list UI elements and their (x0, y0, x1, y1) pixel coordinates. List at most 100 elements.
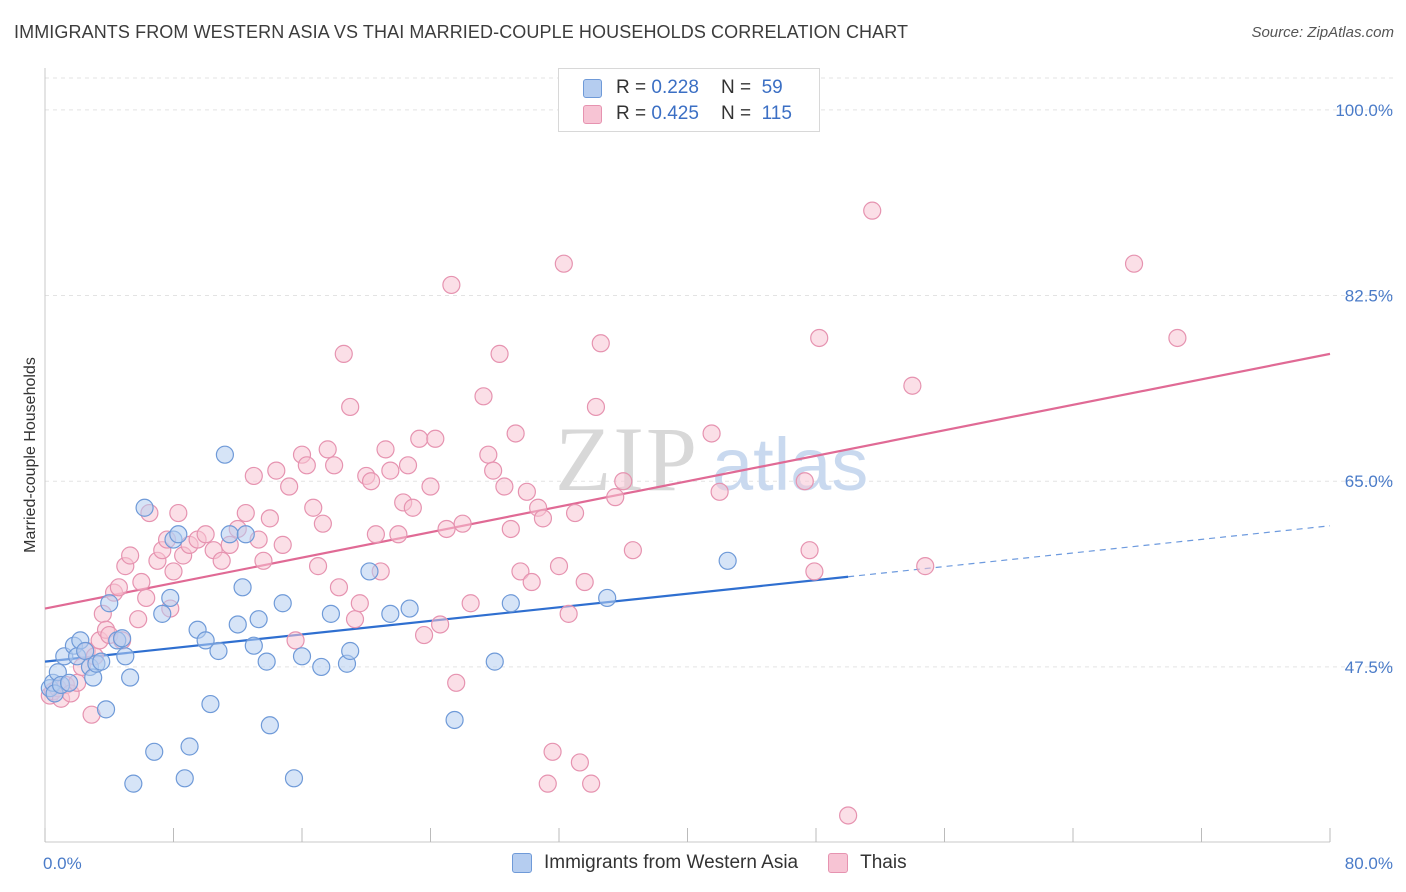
thais-point (582, 774, 601, 793)
thais-point (442, 275, 461, 295)
thais-point (421, 477, 440, 496)
western-asia-point (175, 769, 194, 788)
western-asia-point (96, 700, 116, 719)
legend-n-value: 59 (761, 77, 783, 98)
western-asia-point (228, 615, 247, 634)
thais-point (280, 477, 299, 496)
western-asia-point (145, 742, 164, 761)
western-asia-point (121, 668, 140, 687)
thais-point (565, 503, 585, 523)
thais-point (511, 562, 530, 581)
thais-point (517, 482, 536, 501)
thais-point (810, 328, 829, 348)
thais-point (575, 572, 594, 592)
thais-point (839, 806, 858, 825)
legend-row-western-asia: R = 0.228 N = 59 (583, 76, 783, 100)
thais-point (376, 440, 395, 459)
thais-point (273, 535, 292, 554)
western-asia-point (321, 604, 341, 623)
thais-point (559, 604, 578, 623)
series-legend: Immigrants from Western Asia Thais (512, 852, 937, 874)
axes (44, 68, 1331, 843)
thais-point (437, 519, 456, 539)
thais-point (236, 503, 255, 523)
source-label: Source: ZipAtlas.com (1251, 24, 1394, 41)
thais-point (381, 461, 400, 480)
thais-point (863, 201, 882, 220)
x-tick-label: 0.0% (43, 854, 82, 873)
legend-n-label: N = (720, 103, 752, 124)
x-tick-label: 80.0% (1345, 854, 1393, 873)
thais-point (903, 376, 922, 395)
y-tick-label: 47.5% (1345, 658, 1393, 677)
thais-point (121, 546, 140, 565)
western-asia-point (116, 647, 135, 666)
series-legend-thais: Thais (828, 852, 907, 874)
thais-point (389, 525, 408, 544)
thais-point (318, 440, 337, 459)
chart-title: IMMIGRANTS FROM WESTERN ASIA VS THAI MAR… (14, 22, 909, 42)
thais-point (313, 514, 332, 533)
thais-points (40, 201, 1187, 825)
thais-point (702, 424, 721, 443)
legend-r-label: R = (616, 103, 647, 124)
thais-point (410, 429, 429, 448)
legend-row-thais: R = 0.425 N = 115 (583, 102, 792, 126)
thais-point (414, 625, 434, 645)
thais-point (164, 562, 183, 581)
western-asia-point (360, 562, 379, 581)
legend-r-value: 0.425 (651, 103, 699, 124)
thais-point (484, 461, 503, 480)
thais-point (495, 477, 514, 496)
legend-swatch-blue (583, 78, 602, 98)
western-asia-point (153, 604, 172, 623)
series-swatch-blue (512, 853, 532, 873)
thais-point (366, 525, 385, 544)
western-asia-point (233, 578, 252, 597)
western-asia-point (112, 629, 132, 648)
thais-point (212, 551, 231, 570)
western-asia-point (312, 657, 331, 677)
western-asia-point (485, 652, 504, 671)
y-tick-label: 82.5% (1345, 287, 1393, 306)
western-asia-point (201, 694, 220, 714)
western-asia-point (249, 610, 268, 629)
watermark-atlas: atlas (712, 423, 868, 506)
thais-point (286, 631, 305, 650)
thais-point (431, 615, 450, 634)
western-asia-point (169, 525, 188, 544)
thais-point (244, 466, 263, 486)
western-asia-point (92, 652, 111, 671)
western-asia-point (598, 588, 617, 608)
western-asia-point (220, 525, 239, 544)
thais-point (267, 461, 286, 480)
thais-point (506, 424, 525, 443)
thais-point (461, 594, 480, 613)
western-asia-point (445, 710, 464, 730)
western-asia-point (161, 588, 180, 608)
thais-point (453, 514, 472, 533)
thais-point (137, 588, 156, 608)
western-asia-point (135, 498, 154, 517)
thais-point (522, 572, 541, 592)
thais-point (623, 541, 642, 560)
y-tick-label: 100.0% (1335, 101, 1393, 120)
western-asia-point (501, 594, 520, 613)
western-asia-point (292, 647, 312, 666)
thais-point (345, 610, 365, 629)
thais-point (196, 525, 215, 544)
western-asia-point (260, 716, 279, 735)
legend-n-label: N = (720, 77, 752, 98)
thais-point (474, 387, 493, 406)
thais-point (254, 551, 273, 570)
thais-point (591, 334, 610, 353)
thais-point (334, 344, 353, 363)
thais-point (169, 503, 188, 523)
thais-point (533, 509, 553, 528)
thais-point (586, 397, 606, 417)
thais-point (350, 594, 369, 613)
western-asia-point (257, 652, 276, 671)
thais-point (297, 456, 316, 475)
thais-point (132, 572, 151, 592)
